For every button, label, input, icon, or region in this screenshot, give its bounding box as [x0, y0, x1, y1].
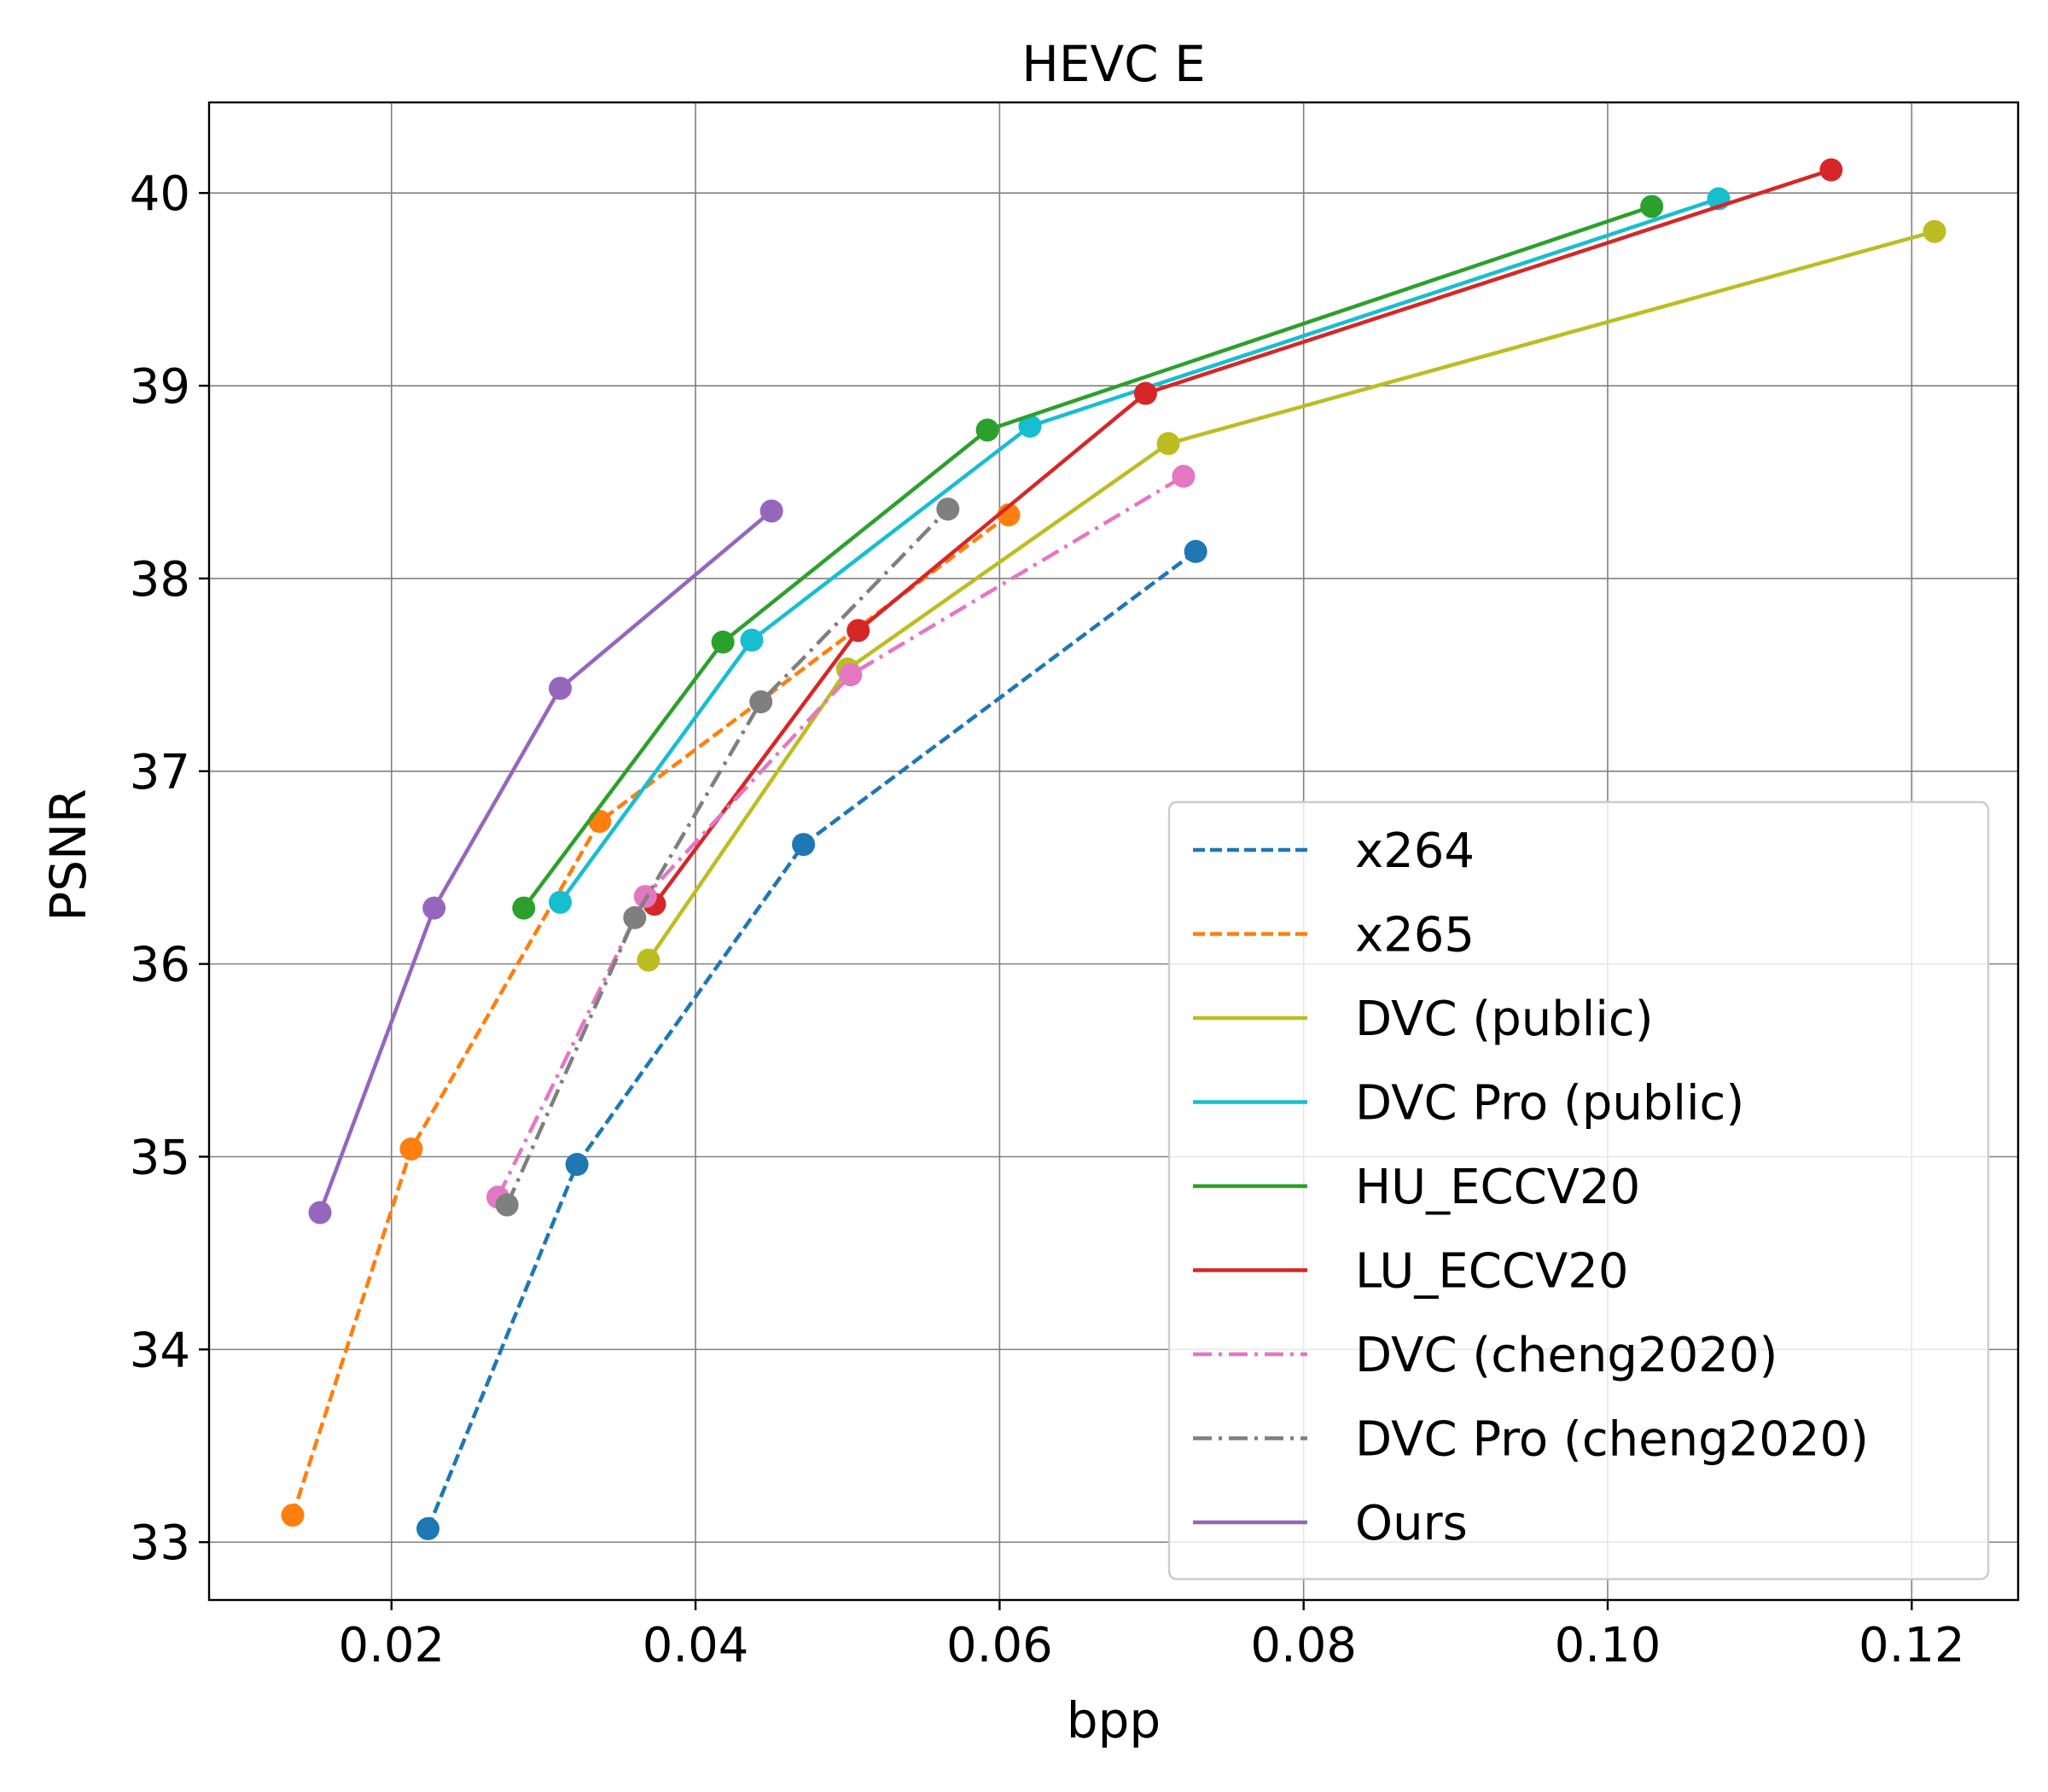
x-tick-label: 0.02: [338, 1618, 445, 1673]
data-point: [839, 663, 863, 687]
legend-label: DVC (public): [1355, 992, 1654, 1047]
series-line: [521, 204, 1653, 910]
series-8: [308, 499, 783, 1225]
data-point: [975, 418, 999, 442]
legend-label: x265: [1355, 908, 1475, 963]
data-point: [549, 890, 573, 914]
data-point: [1923, 219, 1946, 243]
series-line: [505, 508, 950, 1206]
data-point: [749, 689, 773, 713]
y-tick-label: 35: [130, 1131, 190, 1186]
legend-label: DVC Pro (public): [1355, 1076, 1744, 1132]
data-point: [495, 1193, 519, 1217]
data-point: [399, 1137, 423, 1161]
ticks: 0.02 0.04 0.06 0.08 0.10 0.12 33 34 35 36 37 38 39 40: [130, 166, 1965, 1673]
y-tick-label: 38: [130, 552, 190, 608]
series-line: [496, 474, 1185, 1198]
series-line: [647, 230, 1935, 962]
data-point: [565, 1153, 589, 1177]
series-line: [653, 167, 1832, 905]
data-point: [588, 809, 612, 833]
legend-label: DVC (cheng2020): [1355, 1328, 1777, 1383]
data-point: [792, 833, 816, 857]
x-tick-label: 0.12: [1859, 1618, 1965, 1673]
data-point: [1819, 158, 1843, 182]
data-point: [936, 497, 960, 521]
data-point: [281, 1504, 305, 1527]
x-tick-label: 0.04: [643, 1618, 749, 1673]
legend-label: x264: [1355, 823, 1475, 879]
legend-label: LU_ECCV20: [1355, 1244, 1629, 1300]
series-0: [416, 539, 1207, 1540]
series-line: [426, 550, 1197, 1530]
y-tick-label: 39: [130, 359, 190, 415]
legend-entry: DVC Pro (cheng2020): [1193, 1412, 1869, 1468]
legend-entry: LU_ECCV20: [1193, 1244, 1629, 1300]
y-tick-label: 33: [130, 1516, 190, 1571]
data-point: [637, 948, 660, 972]
series-line: [290, 513, 1010, 1516]
legend-label: HU_ECCV20: [1355, 1160, 1640, 1215]
legend-entry: HU_ECCV20: [1193, 1160, 1640, 1215]
data-point: [1018, 414, 1042, 438]
legend-entry: Ours: [1193, 1496, 1468, 1551]
series-4: [512, 195, 1664, 920]
legend-entry: DVC (public): [1193, 992, 1654, 1047]
data-point: [422, 896, 446, 920]
plot-area-frame: [207, 101, 2020, 1602]
x-tick-label: 0.08: [1250, 1618, 1357, 1673]
data-point: [1184, 539, 1207, 563]
legend-label: DVC Pro (cheng2020): [1355, 1412, 1869, 1468]
series-line: [558, 196, 1719, 904]
data-point: [549, 677, 573, 701]
series-5: [643, 158, 1843, 916]
legend-entry: DVC (cheng2020): [1193, 1328, 1777, 1383]
data-point: [847, 619, 870, 643]
series-line: [317, 509, 773, 1213]
data-point: [308, 1201, 332, 1225]
series-layer: [281, 158, 1946, 1540]
data-point: [759, 499, 783, 523]
data-point: [1156, 432, 1180, 456]
x-axis-label: bpp: [1067, 1691, 1161, 1749]
data-point: [1172, 464, 1196, 488]
data-point: [512, 896, 536, 920]
legend-entry: x265: [1193, 908, 1475, 963]
chart-title: HEVC E: [1021, 35, 1206, 93]
data-point: [1640, 195, 1664, 218]
data-point: [1133, 381, 1157, 405]
data-point: [623, 905, 647, 929]
data-point: [740, 628, 764, 652]
y-tick-label: 40: [130, 166, 190, 222]
series-7: [495, 497, 960, 1217]
legend-entry: x264: [1193, 823, 1475, 879]
x-tick-label: 0.06: [946, 1618, 1053, 1673]
legend-label: Ours: [1355, 1496, 1468, 1551]
y-axis-label: PSNR: [39, 788, 97, 921]
legend-entry: DVC Pro (public): [1193, 1076, 1744, 1132]
y-tick-label: 34: [130, 1323, 190, 1378]
x-tick-label: 0.10: [1555, 1618, 1661, 1673]
legend: x264 x265 DVC (public) DVC Pro (public) HU_E…: [1167, 800, 1990, 1580]
legend-frame: [1167, 800, 1990, 1580]
y-tick-label: 36: [130, 938, 190, 993]
data-point: [711, 630, 735, 654]
y-tick-label: 37: [130, 745, 190, 800]
data-point: [416, 1516, 440, 1540]
